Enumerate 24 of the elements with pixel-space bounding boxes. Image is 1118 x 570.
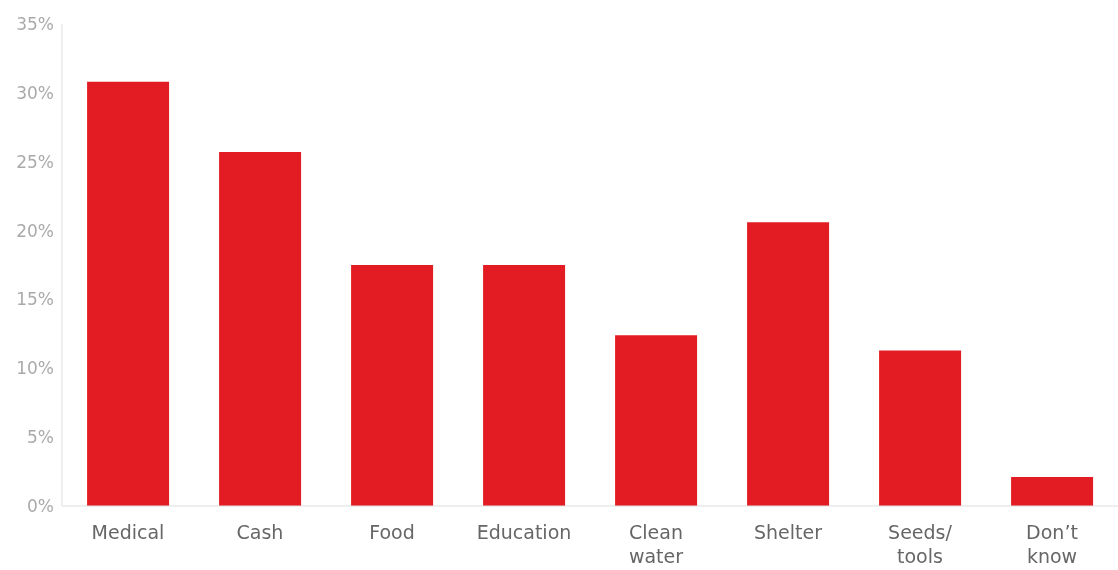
bar [747, 222, 830, 506]
bar [615, 335, 698, 506]
x-tick-label: Clean water [628, 521, 684, 567]
y-tick-label: 30% [16, 82, 54, 103]
y-tick-label: 25% [16, 151, 54, 172]
y-tick-label: 20% [16, 220, 54, 241]
y-tick-label: 0% [27, 496, 54, 517]
y-tick-label: 15% [16, 289, 54, 310]
bar [351, 265, 434, 506]
bar [879, 350, 962, 506]
bar [1011, 477, 1094, 506]
x-tick-label: Food [369, 521, 415, 544]
x-tick-label: Medical [91, 521, 165, 544]
x-tick-label: Don’t know [1026, 521, 1078, 567]
x-tick-label: Cash [236, 521, 284, 544]
y-tick-label: 10% [16, 358, 54, 379]
bar [219, 152, 302, 506]
bar [483, 265, 566, 506]
bar [87, 81, 170, 506]
x-tick-label: Seeds/ tools [888, 521, 953, 567]
y-tick-label: 5% [27, 427, 54, 448]
y-tick-label: 35% [16, 14, 54, 35]
x-tick-label: Education [476, 521, 572, 544]
x-tick-label: Shelter [753, 521, 823, 544]
